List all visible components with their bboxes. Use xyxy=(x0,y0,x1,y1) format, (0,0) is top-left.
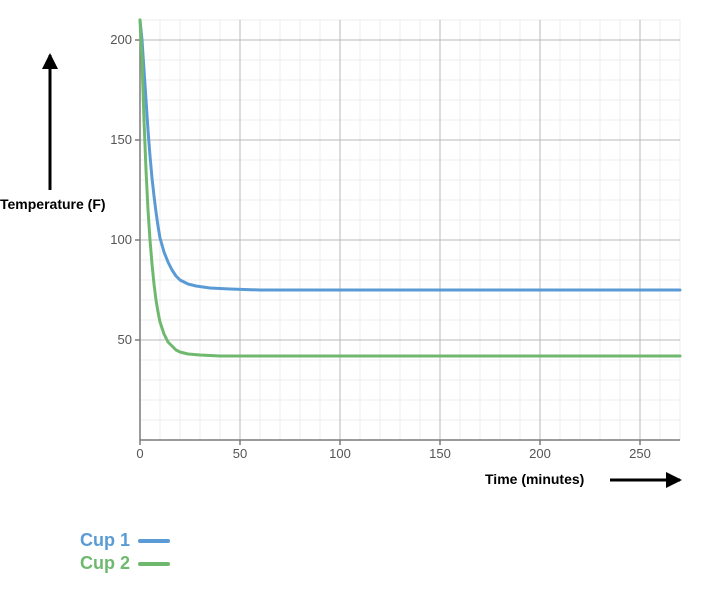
legend-item-cup2: Cup 2 xyxy=(80,553,170,574)
x-axis-label-text: Time (minutes) xyxy=(485,471,584,487)
svg-text:200: 200 xyxy=(110,32,132,47)
legend: Cup 1 Cup 2 xyxy=(80,530,170,576)
legend-swatch xyxy=(138,562,170,566)
svg-text:50: 50 xyxy=(233,446,247,461)
svg-text:50: 50 xyxy=(118,332,132,347)
svg-text:150: 150 xyxy=(110,132,132,147)
svg-text:0: 0 xyxy=(136,446,143,461)
svg-text:150: 150 xyxy=(429,446,451,461)
y-axis-label: Temperature (F) xyxy=(0,196,120,212)
legend-swatch xyxy=(138,539,170,543)
cooling-chart: 0 50 100 150 200 250 50 100 150 200 xyxy=(0,0,710,594)
legend-item-cup1: Cup 1 xyxy=(80,530,170,551)
svg-text:250: 250 xyxy=(629,446,651,461)
svg-text:100: 100 xyxy=(329,446,351,461)
svg-text:200: 200 xyxy=(529,446,551,461)
legend-label: Cup 1 xyxy=(80,530,130,551)
x-axis-label: Time (minutes) xyxy=(485,471,584,487)
legend-label: Cup 2 xyxy=(80,553,130,574)
svg-text:100: 100 xyxy=(110,232,132,247)
